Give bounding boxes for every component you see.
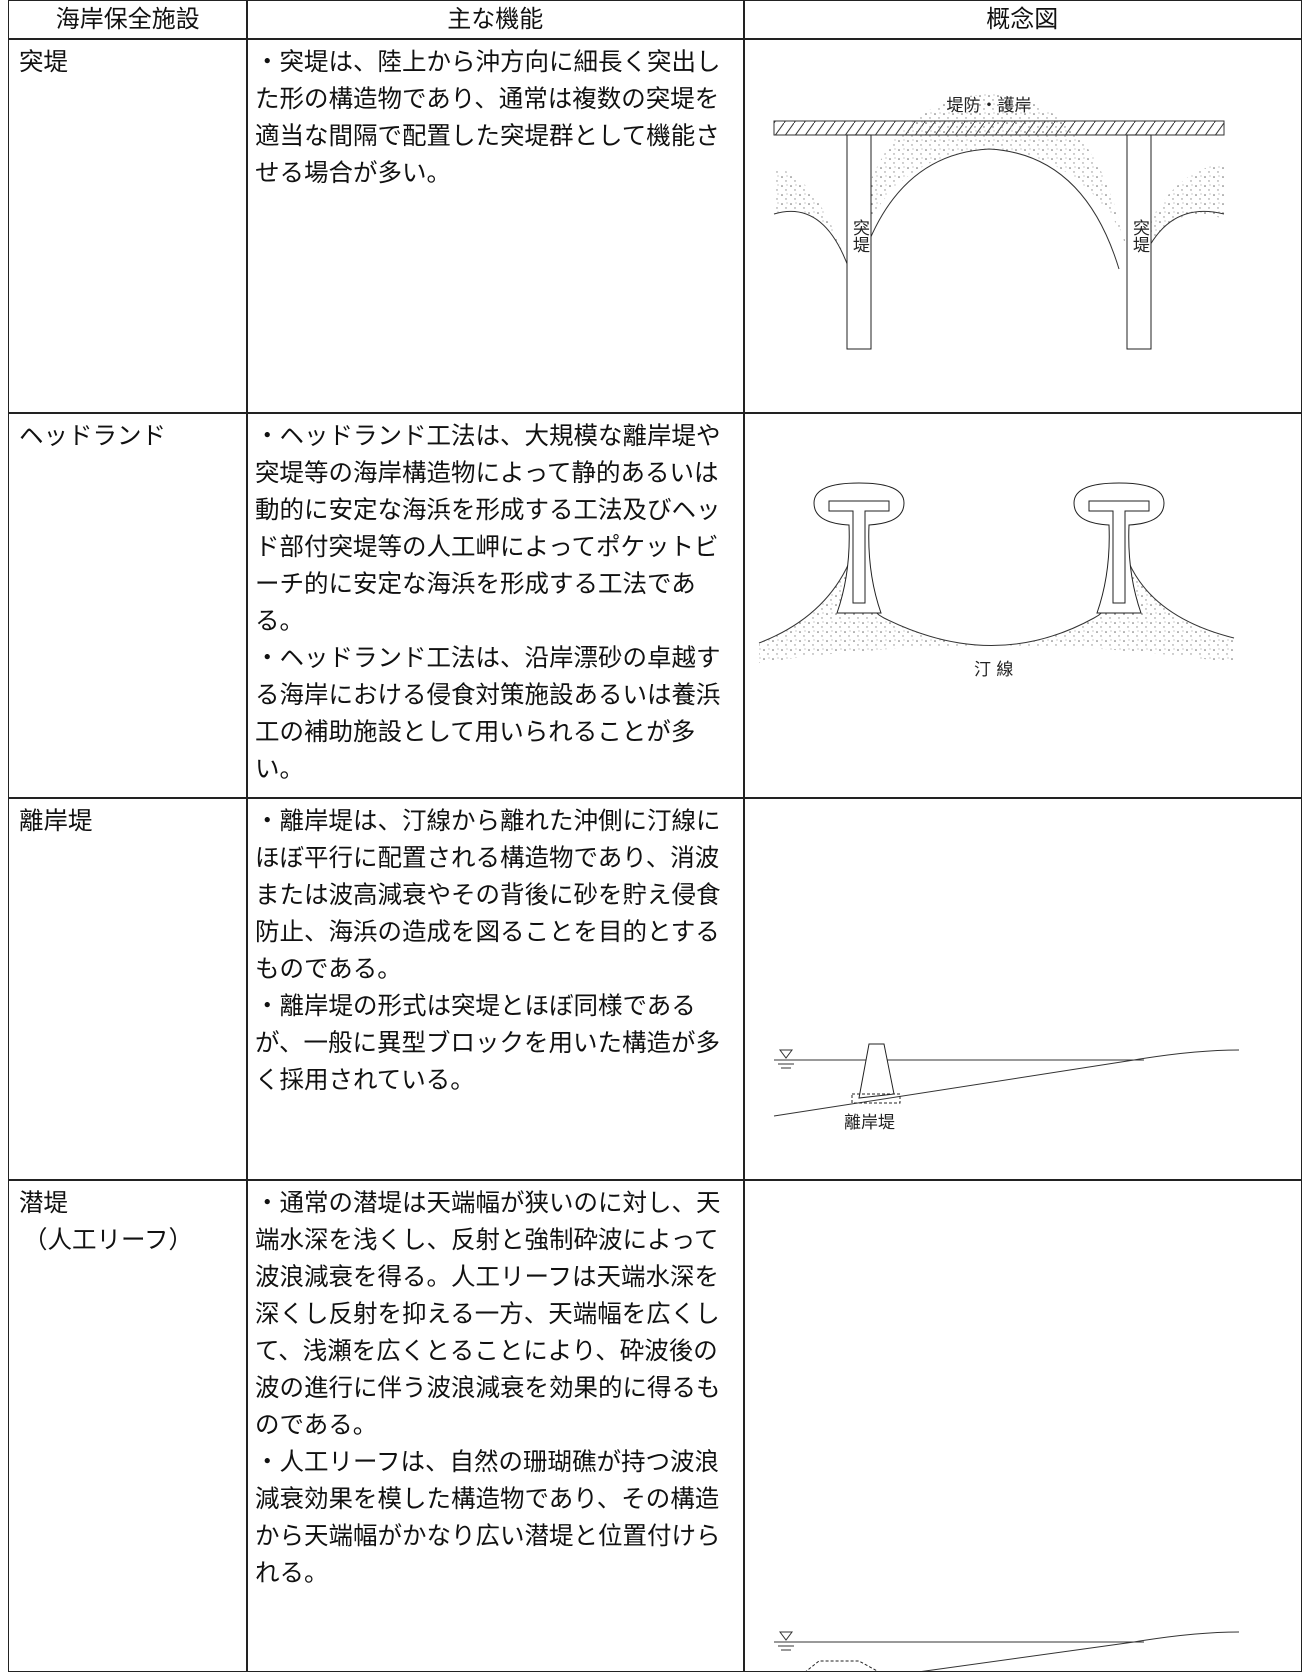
sand — [774, 94, 1224, 269]
header-cell: 海岸保全施設 — [8, 0, 248, 40]
header-cell: 概念図 — [743, 0, 1302, 40]
armor-blocks — [851, 1093, 901, 1104]
function-text: ・ヘッドランド工法は、大規模な離岸堤や突堤等の海岸構造物によって静的あるいは動的… — [246, 412, 745, 799]
function-paragraph: ・人工リーフは、自然の珊瑚礁が持つ波浪減衰効果を模した構造物であり、その構造から… — [255, 1447, 721, 1587]
facility-name: 潜堤 （人工リーフ） — [8, 1179, 248, 1672]
function-paragraph: ・通常の潜堤は天端幅が狭いのに対し、天端水深を浅くし、反射と強制砕波によって波浪… — [255, 1188, 721, 1439]
concept-diagram: 離岸堤 — [743, 797, 1302, 1181]
water-mark — [778, 1631, 794, 1651]
groin — [846, 134, 872, 350]
function-text: ・突堤は、陸上から沖方向に細長く突出した形の構造物であり、通常は複数の突堤を適当… — [246, 38, 745, 414]
detached-breakwater — [858, 1043, 895, 1099]
facility-name: ヘッドランド — [8, 412, 248, 799]
facility-name: 離岸堤 — [8, 797, 248, 1181]
diagram-label: 突堤 — [1129, 219, 1150, 253]
seabed — [773, 1049, 1240, 1117]
concept-diagram: 汀 線 — [743, 412, 1302, 799]
name-line: 離岸堤 — [19, 806, 93, 835]
diagram: 潜堤 — [774, 1631, 1240, 1671]
name-line: （人工リーフ） — [23, 1225, 194, 1254]
facility-name: 突堤 — [8, 38, 248, 414]
header-cell: 主な機能 — [246, 0, 745, 40]
concept-diagram: 潜堤 — [743, 1179, 1302, 1672]
diagram-label: 突堤 — [849, 219, 870, 253]
function-text: ・通常の潜堤は天端幅が狭いのに対し、天端水深を浅くし、反射と強制砕波によって波浪… — [246, 1179, 745, 1672]
shore — [758, 562, 1235, 646]
function-text: ・離岸堤は、汀線から離れた沖側に汀線にほぼ平行に配置される構造物であり、消波また… — [246, 797, 745, 1181]
sand — [759, 563, 1234, 663]
function-paragraph: ・ヘッドランド工法は、大規模な離岸堤や突堤等の海岸構造物によって静的あるいは動的… — [255, 421, 721, 635]
function-paragraph: ・ヘッドランド工法は、沿岸漂砂の卓越する海岸における侵食対策施設あるいは養浜工の… — [255, 643, 721, 783]
headland — [1088, 500, 1150, 604]
headland — [828, 500, 890, 604]
diagram: 汀 線 — [758, 482, 1235, 680]
function-paragraph: ・離岸堤の形式は突堤とほぼ同様であるが、一般に異型ブロックを用いた構造が多く採用… — [255, 991, 721, 1094]
diagram-label: 堤防・護岸 — [947, 96, 1032, 116]
diagram-label: 離岸堤 — [844, 1113, 895, 1133]
name-line: 潜堤 — [19, 1188, 68, 1217]
submerged-breakwater — [806, 1660, 878, 1671]
concept-diagram: 堤防・護岸突堤 突堤 — [743, 38, 1302, 414]
water-mark — [778, 1049, 794, 1069]
sand-line — [773, 148, 1225, 270]
function-paragraph: ・離岸堤は、汀線から離れた沖側に汀線にほぼ平行に配置される構造物であり、消波また… — [255, 806, 721, 983]
name-line: 突堤 — [19, 47, 68, 76]
diagram-label: 汀 線 — [974, 660, 1013, 680]
function-paragraph: ・突堤は、陸上から沖方向に細長く突出した形の構造物であり、通常は複数の突堤を適当… — [255, 47, 721, 187]
groin — [1126, 134, 1152, 350]
diagram: 離岸堤 — [773, 1043, 1240, 1133]
name-line: ヘッドランド — [19, 421, 166, 450]
seabed — [925, 1631, 1240, 1671]
